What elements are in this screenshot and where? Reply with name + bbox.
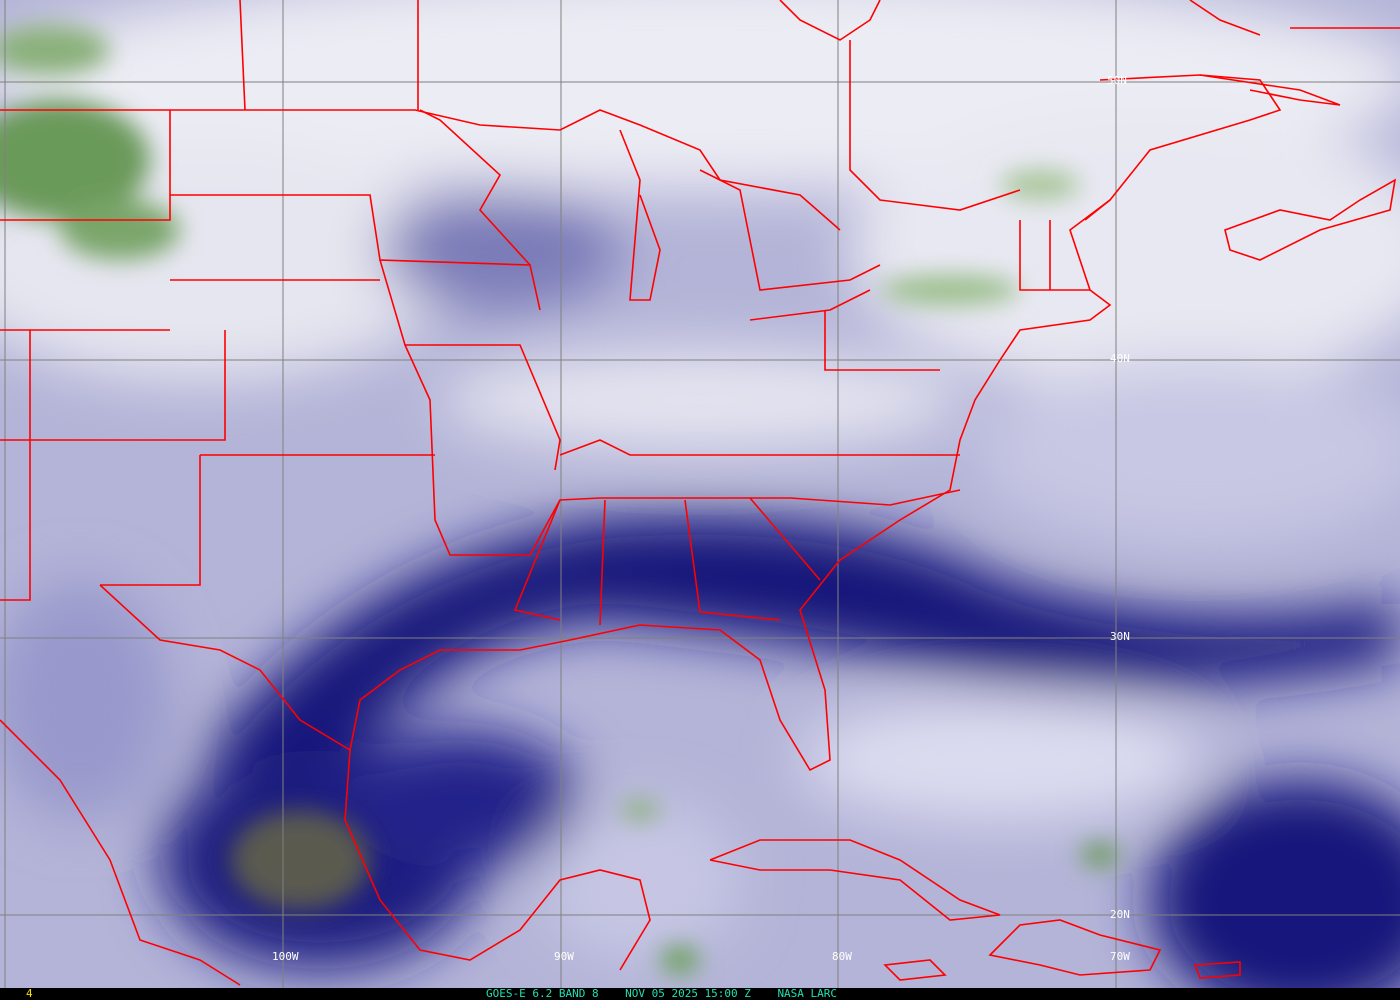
image-datetime: NOV 05 2025 15:00 Z — [625, 987, 751, 1000]
lat-label-20n: 20N — [1110, 908, 1130, 921]
caption-text: GOES-E 6.2 BAND 8 NOV 05 2025 15:00 Z NA… — [486, 988, 837, 1000]
lon-label-90w: 90W — [554, 950, 574, 963]
lat-label-40n: 40N — [1110, 352, 1130, 365]
satellite-band: GOES-E 6.2 BAND 8 — [486, 987, 599, 1000]
frame-number: 4 — [26, 987, 33, 1000]
caption-bar: 4 GOES-E 6.2 BAND 8 NOV 05 2025 15:00 Z … — [0, 988, 1400, 1000]
lon-label-100w: 100W — [272, 950, 299, 963]
lon-label-80w: 80W — [832, 950, 852, 963]
lat-label-50n: 50N — [1107, 74, 1127, 87]
lat-label-30n: 30N — [1110, 630, 1130, 643]
lon-label-70w: 70W — [1110, 950, 1130, 963]
image-source: NASA LARC — [777, 987, 838, 1000]
cloud-tops — [0, 25, 1120, 974]
